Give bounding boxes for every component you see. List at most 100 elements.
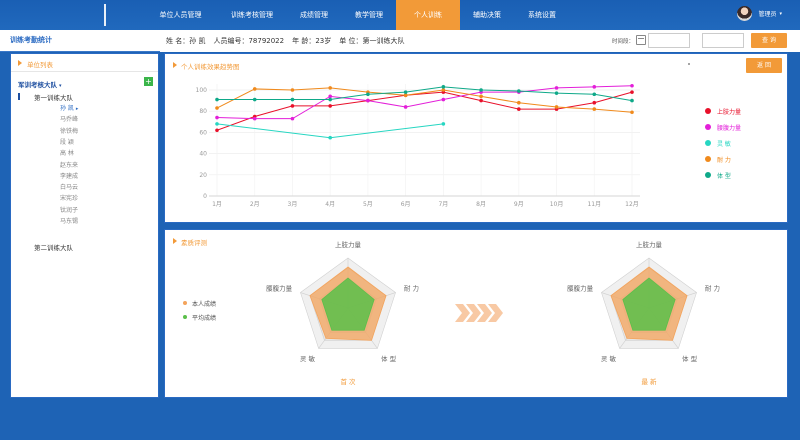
radar-caption: 首 次	[340, 377, 356, 386]
list-item[interactable]: 徐铁梅	[60, 126, 78, 135]
list-item[interactable]: 段 颖	[60, 137, 74, 146]
x-tick-label: 3月	[288, 201, 298, 208]
tree-root-node[interactable]: 军训考核大队 ▾	[18, 79, 62, 89]
legend-item-self: 本人成绩	[183, 296, 216, 310]
list-item[interactable]: 马东锡	[60, 216, 78, 225]
nav-training-assessment[interactable]: 训练考核管理	[231, 11, 273, 19]
triangle-marker-icon	[18, 60, 22, 66]
data-point	[328, 94, 332, 99]
data-point	[328, 97, 332, 102]
avatar[interactable]	[737, 6, 753, 21]
list-item[interactable]: 孙 凯 ▸	[60, 103, 78, 112]
chevron-down-icon[interactable]: ▾	[779, 10, 782, 17]
list-item[interactable]: 宋宪珍	[60, 193, 78, 202]
data-point	[215, 122, 219, 126]
data-point	[290, 88, 295, 92]
legend-item[interactable]: 腰腹力量	[705, 119, 741, 135]
tree-group-first[interactable]: 第一训练大队	[34, 94, 73, 102]
data-point	[441, 122, 446, 126]
unit-list-title: 单位列表	[27, 61, 53, 69]
nav-personal-training[interactable]: 个人训练	[396, 0, 460, 30]
data-point	[252, 97, 257, 102]
member-name: 马乔峰	[60, 116, 79, 124]
secondary-input[interactable]	[702, 33, 744, 48]
list-item[interactable]: 钛润子	[60, 205, 78, 214]
list-item[interactable]: 赵东来	[60, 160, 78, 169]
series-line	[217, 86, 633, 102]
person-unit: 单 位：第一训练大队	[339, 37, 405, 45]
x-tick-label: 10月	[550, 201, 564, 208]
nav-system-settings[interactable]: 系统设置	[528, 11, 556, 19]
legend-item[interactable]: 耐 力	[705, 151, 741, 167]
legend-item[interactable]: 体 型	[705, 167, 741, 183]
chevron-down-icon[interactable]: ▾	[59, 83, 62, 89]
data-point	[215, 106, 219, 110]
radar-axis-label: 体 型	[682, 354, 698, 363]
y-tick-label: 40	[199, 151, 207, 158]
legend-item[interactable]: 灵 敏	[705, 135, 741, 151]
legend-label: 耐 力	[717, 156, 731, 164]
triangle-marker-icon	[173, 238, 177, 244]
data-point	[403, 105, 408, 109]
legend-label: 灵 敏	[717, 140, 731, 148]
member-name: 宋宪珍	[60, 195, 79, 203]
x-tick-label: 9月	[514, 201, 524, 208]
data-point	[479, 88, 483, 92]
data-point	[215, 115, 219, 120]
quality-assessment-panel: 素质评测 本人成绩 平均成绩 上肢力量耐 力体 型灵 敏腰腹力量首 次上肢力量耐…	[164, 229, 788, 398]
add-unit-button[interactable]: +	[144, 77, 153, 86]
radar-axis-label: 耐 力	[404, 284, 419, 293]
data-point	[630, 98, 634, 103]
tree-group-second[interactable]: 第二训练大队	[34, 244, 73, 252]
legend-dot-icon	[183, 301, 187, 305]
person-id: 人员编号：78792022	[213, 37, 285, 45]
data-point	[592, 107, 597, 111]
x-tick-label: 8月	[476, 201, 486, 208]
x-tick-label: 7月	[438, 201, 448, 208]
data-point	[517, 107, 521, 111]
member-name: 孙 凯	[60, 105, 74, 112]
list-item[interactable]: 白马云	[60, 182, 78, 191]
radar-axis-label: 耐 力	[705, 284, 720, 293]
calendar-icon[interactable]	[636, 35, 646, 45]
nav-teaching-management[interactable]: 教学管理	[355, 11, 383, 19]
member-name: 李建成	[60, 172, 79, 180]
list-item[interactable]: 李建成	[60, 171, 78, 180]
legend-label: 上肢力量	[717, 108, 742, 116]
person-name: 姓 名：孙 凯	[166, 37, 206, 45]
list-item[interactable]: 马乔峰	[60, 114, 78, 123]
legend-item[interactable]: 上肢力量	[705, 103, 741, 119]
member-name: 段 颖	[60, 138, 74, 146]
trend-line-chart: 0 20 40 60 80 100 1月 2月 3月 4月 5月 6月 7月 8月 9月 10月 11月 12月	[196, 83, 640, 208]
main-nav: 单位人员管理 训练考核管理 成绩管理 教学管理 个人训练 辅助决策 系统设置	[143, 0, 570, 30]
x-tick-label: 12月	[625, 201, 639, 208]
member-name: 马东锡	[60, 218, 79, 225]
person-age: 年 龄：23岁	[292, 37, 332, 45]
info-bar: 训练考勤统计 姓 名：孙 凯 人员编号：78792022 年 龄：23岁 单 位…	[0, 30, 800, 52]
legend-label-self: 本人成绩	[192, 300, 217, 308]
data-point	[630, 110, 634, 115]
data-point	[517, 100, 521, 105]
data-point	[592, 100, 597, 105]
nav-unit-personnel[interactable]: 单位人员管理	[159, 11, 202, 19]
data-point	[290, 116, 295, 121]
radar-axis-label: 上肢力量	[636, 240, 663, 249]
time-range-input[interactable]	[648, 33, 690, 48]
brand-divider	[104, 4, 106, 26]
y-tick-label: 60	[199, 129, 207, 136]
x-tick-label: 4月	[325, 201, 335, 208]
legend-dot-icon	[705, 156, 711, 162]
series-line	[216, 87, 633, 113]
user-menu[interactable]: 管理员 ▾	[737, 6, 782, 21]
top-nav-bar: 单位人员管理 训练考核管理 成绩管理 教学管理 个人训练 辅助决策 系统设置 管…	[0, 0, 800, 30]
back-button[interactable]: 返 回	[746, 58, 782, 73]
list-item[interactable]: 高 林	[60, 148, 74, 157]
chevron-right-icon	[455, 304, 470, 322]
query-button[interactable]: 查 询	[751, 33, 787, 48]
tree-root-label: 军训考核大队	[18, 81, 57, 89]
nav-score-management[interactable]: 成绩管理	[300, 11, 328, 19]
data-point	[328, 104, 332, 108]
radar-series-area	[321, 277, 375, 331]
person-info: 姓 名：孙 凯 人员编号：78792022 年 龄：23岁 单 位：第一训练大队	[166, 36, 404, 46]
nav-decision-support[interactable]: 辅助决策	[473, 11, 501, 19]
